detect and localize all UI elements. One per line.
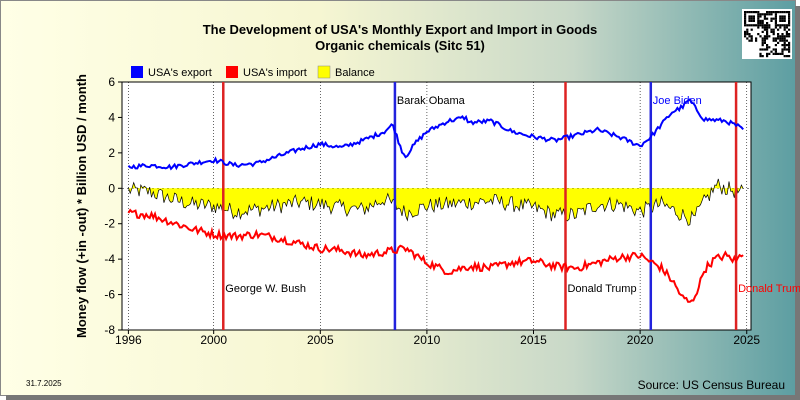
export-series-line [127,98,744,171]
balance-area [128,178,744,226]
legend: USA's export USA's import Balance [131,65,375,79]
y-tick-label: -4 [104,252,115,266]
y-tick-label: -2 [104,217,115,231]
y-tick-label: 4 [108,110,115,124]
legend-label-export: USA's export [148,67,212,79]
date-stamp: 31.7.2025 [26,379,62,388]
import-series-line [127,208,744,303]
legend-swatch-export [131,66,143,78]
event-label: Donald Trump [738,283,800,295]
source-note: Source: US Census Bureau [638,378,785,392]
frame-shadow-right [795,6,800,400]
x-tick-label: 2025 [733,333,760,347]
legend-swatch-import [226,66,238,78]
legend-label-balance: Balance [335,67,375,79]
qr-code-icon [742,9,792,59]
frame-shadow-bottom [6,395,800,400]
balance-line [128,178,744,226]
chart-title: The Development of USA's Monthly Export … [203,22,598,37]
y-axis-label: Money flow (+in -out) * Billion USD / mo… [74,74,89,338]
legend-swatch-balance [317,65,331,79]
event-label: George W. Bush [225,283,306,295]
x-tick-label: 2005 [307,333,334,347]
y-tick-label: -8 [104,323,115,337]
x-tick-label: 2020 [627,333,654,347]
event-label: Donald Trump [567,283,636,295]
x-tick-label: 2000 [200,333,227,347]
x-tick-label: 2010 [414,333,441,347]
x-tick-label: 2015 [520,333,547,347]
legend-label-import: USA's import [243,67,307,79]
y-tick-label: 2 [108,146,115,160]
event-label: Joe Biden [653,95,702,107]
y-tick-label: -6 [104,288,115,302]
chart-subtitle: Organic chemicals (Sitc 51) [315,38,485,53]
event-label: Barak Obama [397,95,466,107]
x-tick-label: 1996 [115,333,142,347]
y-tick-label: 0 [108,181,115,195]
y-tick-label: 6 [108,75,115,89]
